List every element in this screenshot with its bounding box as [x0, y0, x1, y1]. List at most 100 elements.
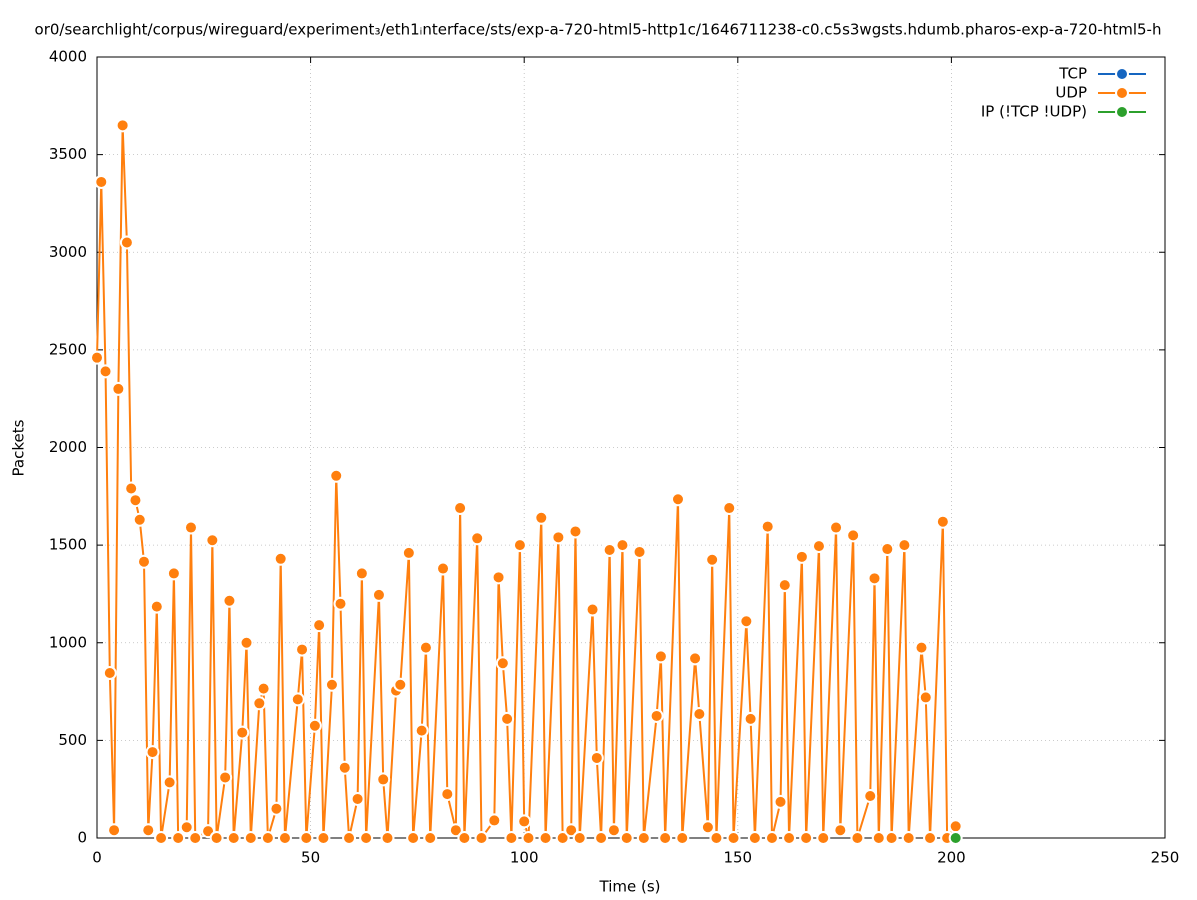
data-point — [145, 745, 160, 760]
data-point — [128, 493, 143, 508]
data-point — [324, 677, 339, 692]
data-point — [700, 820, 715, 835]
data-point — [235, 725, 250, 740]
data-point — [589, 750, 604, 765]
data-point — [948, 831, 963, 845]
data-point — [239, 635, 254, 650]
data-point — [594, 831, 609, 845]
data-point — [205, 533, 220, 548]
data-point — [380, 831, 395, 845]
data-point — [132, 512, 147, 527]
data-point — [688, 651, 703, 666]
x-tick-label: 200 — [937, 849, 966, 867]
x-tick-label: 150 — [723, 849, 752, 867]
data-point — [436, 561, 451, 576]
data-point — [414, 723, 429, 738]
legend-marker — [1115, 105, 1129, 119]
data-point — [606, 823, 621, 838]
data-point — [453, 501, 468, 516]
data-point — [948, 819, 963, 834]
data-point — [290, 692, 305, 707]
y-tick-label: 500 — [58, 731, 87, 749]
data-point — [602, 543, 617, 558]
data-point — [149, 599, 164, 614]
x-tick-label: 50 — [301, 849, 320, 867]
data-point — [102, 666, 117, 681]
data-point — [871, 831, 886, 845]
data-point — [115, 118, 130, 133]
data-point — [782, 831, 797, 845]
data-point — [269, 801, 284, 816]
data-point — [183, 520, 198, 535]
legend-marker — [1115, 86, 1129, 100]
x-axis-label: Time (s) — [599, 878, 661, 896]
y-tick-label: 2000 — [49, 438, 87, 456]
data-point — [209, 831, 224, 845]
data-point — [470, 531, 485, 546]
data-point — [141, 823, 156, 838]
legend-label: UDP — [1055, 84, 1087, 102]
y-tick-label: 3000 — [49, 243, 87, 261]
data-point — [171, 831, 186, 845]
data-point — [760, 519, 775, 534]
data-point — [777, 578, 792, 593]
data-point — [162, 775, 177, 790]
y-tick-label: 1000 — [49, 633, 87, 651]
data-point — [794, 549, 809, 564]
data-point — [188, 831, 203, 845]
data-point — [448, 823, 463, 838]
data-point — [179, 820, 194, 835]
data-point — [218, 770, 233, 785]
data-point — [923, 831, 938, 845]
y-tick-label: 0 — [77, 829, 87, 847]
data-point — [277, 831, 292, 845]
data-point — [226, 831, 241, 845]
data-point — [359, 831, 374, 845]
data-point — [136, 554, 151, 569]
data-point — [534, 510, 549, 525]
data-point — [846, 528, 861, 543]
data-point — [354, 566, 369, 581]
legend-label: IP (!TCP !UDP) — [981, 103, 1087, 121]
data-point — [371, 587, 386, 602]
data-point — [260, 831, 275, 845]
data-point — [94, 174, 109, 189]
data-point — [474, 831, 489, 845]
data-point — [649, 708, 664, 723]
data-point — [107, 823, 122, 838]
data-point — [124, 481, 139, 496]
data-point — [222, 593, 237, 608]
data-point — [90, 350, 104, 365]
data-point — [709, 831, 724, 845]
data-point — [935, 514, 950, 529]
data-point — [401, 545, 416, 560]
data-point — [491, 570, 506, 585]
y-tick-label: 4000 — [49, 48, 87, 66]
data-point — [863, 789, 878, 804]
x-tick-label: 250 — [1151, 849, 1180, 867]
data-point — [329, 468, 344, 483]
data-point — [726, 831, 741, 845]
data-point — [154, 831, 169, 845]
data-point — [670, 492, 685, 507]
data-point — [675, 831, 690, 845]
data-point — [504, 831, 519, 845]
data-point — [111, 381, 126, 396]
data-point — [166, 566, 181, 581]
series-line — [96, 125, 957, 842]
data-point — [517, 814, 532, 829]
data-point — [816, 831, 831, 845]
data-point — [350, 791, 365, 806]
y-tick-label: 2500 — [49, 340, 87, 358]
data-point — [299, 831, 314, 845]
data-point — [829, 520, 844, 535]
data-point — [393, 677, 408, 692]
data-point — [739, 614, 754, 629]
legend-marker — [1115, 67, 1129, 81]
data-point — [568, 524, 583, 539]
data-point — [418, 640, 433, 655]
data-point — [333, 596, 348, 611]
data-point — [376, 772, 391, 787]
x-tick-label: 100 — [510, 849, 539, 867]
